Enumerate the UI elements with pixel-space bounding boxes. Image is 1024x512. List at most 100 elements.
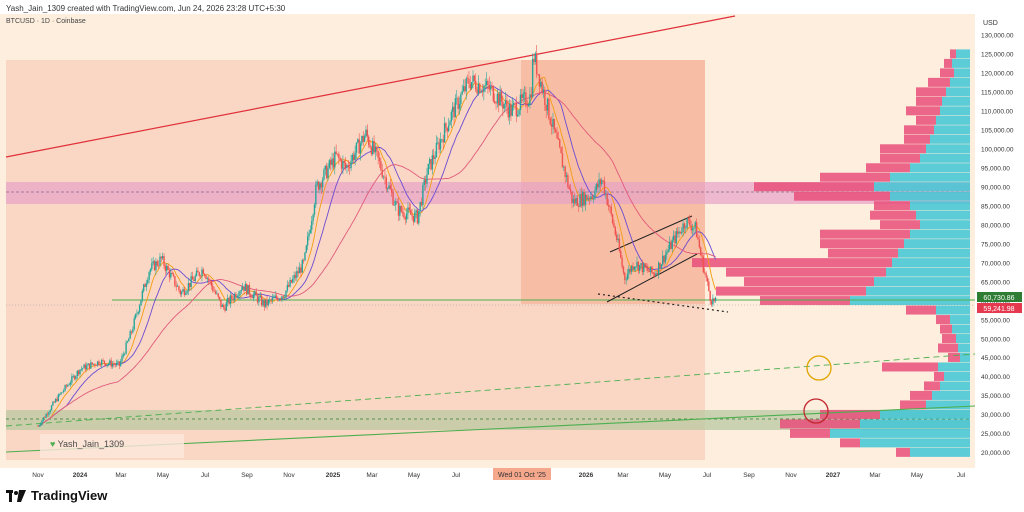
candle-body: [231, 295, 233, 299]
tradingview-logo[interactable]: TradingView: [6, 488, 107, 503]
dotted-downtrend-line: [597, 293, 729, 313]
volume-profile-buy-bar: [946, 87, 970, 97]
candle-body: [466, 78, 469, 79]
candle-body: [254, 291, 256, 295]
candle-body: [519, 94, 522, 111]
candle-body: [579, 193, 581, 207]
candle-body: [201, 269, 203, 277]
price-tick-label: 115,000.00: [981, 90, 1013, 97]
volume-profile-sell-bar: [692, 258, 892, 268]
candle-body: [138, 305, 141, 312]
price-tick-label: 75,000.00: [981, 241, 1010, 248]
heart-icon: ♥: [50, 439, 56, 449]
candle-body: [586, 194, 588, 200]
candle-body: [240, 289, 242, 292]
candle-body: [67, 384, 69, 387]
candle-body: [464, 86, 466, 92]
candle-body: [278, 298, 280, 301]
candle-body: [350, 160, 352, 169]
candle-body: [41, 420, 43, 425]
candle-body: [641, 263, 644, 273]
candle-body: [48, 412, 50, 415]
candle-body: [706, 277, 709, 282]
candle-body: [596, 183, 599, 188]
candle-body: [140, 299, 142, 306]
price-axis: 20,000.00 25,000.00 30,000.00 35,000.00 40,0…: [981, 33, 1014, 457]
candle-body: [132, 329, 134, 333]
candle-body: [451, 106, 454, 112]
candle-body: [351, 154, 354, 161]
chart-area[interactable]: 20,000.00 25,000.00 30,000.00 35,000.00 40,0…: [0, 14, 1024, 482]
volume-profile-sell-bar: [948, 353, 960, 362]
candle-body: [659, 262, 661, 270]
candle-body: [552, 118, 554, 127]
author-watermark-text: Yash_Jain_1309: [57, 439, 125, 449]
candle-body: [565, 175, 568, 177]
candle-body: [689, 219, 691, 226]
candle-body: [316, 181, 318, 185]
candle-body: [531, 59, 534, 98]
candle-body: [115, 362, 118, 366]
volume-profile-sell-bar: [882, 362, 938, 372]
candle-body: [109, 360, 111, 364]
axis-background: [975, 14, 1024, 482]
candle-body: [430, 159, 432, 170]
candle-body: [400, 205, 402, 212]
candle-body: [301, 259, 303, 273]
candle-body: [639, 264, 641, 271]
candle-body: [488, 84, 490, 90]
candle-body: [273, 297, 275, 299]
chart-attribution: Yash_Jain_1309 created with TradingView.…: [6, 4, 286, 13]
candle-body: [506, 100, 508, 108]
volume-profile-sell-bar: [828, 248, 898, 258]
currency-label[interactable]: USD: [983, 20, 998, 27]
volume-profile-buy-bar: [952, 58, 970, 68]
candle-body: [414, 212, 416, 222]
candle-body: [178, 286, 180, 291]
candle-body: [91, 362, 93, 365]
volume-profile-sell-bar: [916, 96, 942, 106]
candle-body: [416, 210, 419, 224]
candle-body: [319, 183, 321, 190]
candle-body: [103, 360, 106, 364]
candle-body: [583, 191, 585, 206]
candle-body: [710, 301, 713, 305]
candle-body: [96, 361, 99, 366]
candle-body: [76, 370, 79, 377]
candle-body: [475, 80, 477, 90]
candle-body: [145, 283, 148, 287]
candle-body: [151, 263, 153, 270]
candle-body: [358, 139, 360, 154]
price-tick-label: 80,000.00: [981, 222, 1010, 229]
date-highlight-label: Wed 01 Oct '25: [498, 472, 546, 479]
candle-body: [592, 198, 595, 200]
volume-profile-sell-bar: [790, 428, 830, 438]
candle-body: [63, 390, 65, 392]
target-circle-orange: [806, 355, 832, 381]
candle-body: [419, 201, 421, 211]
candle-body: [136, 313, 138, 315]
candle-body: [256, 295, 259, 303]
candle-body: [591, 196, 593, 199]
candle-body: [598, 179, 600, 188]
candle-body: [185, 293, 187, 295]
volume-profile-buy-bar: [874, 182, 970, 192]
price-tick-label: 50,000.00: [981, 336, 1010, 343]
candle-body: [86, 365, 88, 370]
candle-body: [529, 94, 531, 106]
candle-body: [587, 198, 589, 200]
time-axis: Nov 2024 Mar May Jul Sep Nov 2025 Mar May Jul 2026 M…: [32, 472, 965, 479]
candle-body: [235, 293, 237, 298]
price-chart[interactable]: 20,000.00 25,000.00 30,000.00 35,000.00 40,0…: [0, 14, 1024, 482]
volume-profile-sell-bar: [906, 106, 940, 116]
candle-body: [297, 271, 299, 274]
candle-body: [194, 275, 196, 281]
candle-body: [98, 361, 100, 365]
volume-profile-buy-bar: [866, 286, 970, 296]
candle-body: [189, 283, 191, 288]
candle-body: [346, 165, 348, 168]
candle-body: [365, 129, 367, 136]
candle-body: [601, 180, 603, 185]
price-tick-label: 40,000.00: [981, 374, 1010, 381]
candle-body: [556, 132, 558, 139]
